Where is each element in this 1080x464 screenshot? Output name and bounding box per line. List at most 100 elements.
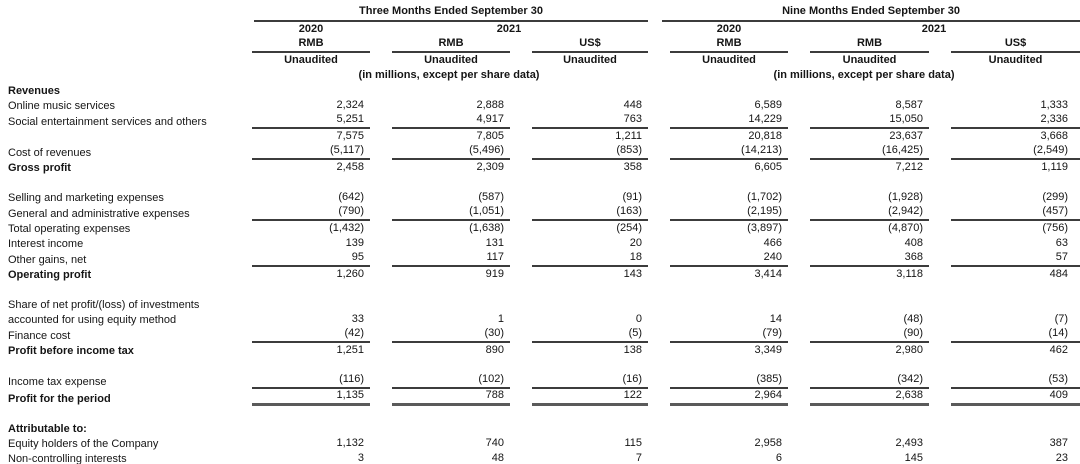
value-cell: 3: [250, 451, 370, 464]
cell-value: (254): [616, 222, 643, 234]
year-label-cell: 2021: [788, 22, 1080, 37]
value-cell: [250, 83, 370, 98]
currency-label-cell: RMB: [370, 37, 510, 53]
cell-value: 6,589: [754, 99, 783, 111]
cell-value: 448: [623, 99, 643, 111]
cell-value: (342): [810, 373, 930, 389]
value-cell: 2,958: [648, 436, 788, 451]
period-group-nine-months: Nine Months Ended September 30: [648, 5, 1080, 22]
table-row: Revenues: [0, 83, 1080, 98]
value-cell: (254): [510, 221, 648, 236]
value-cell: (642): [250, 190, 370, 205]
cell-value: (1,702): [747, 191, 783, 203]
cell-value: (5,496): [392, 144, 510, 160]
cell-value: 57: [951, 251, 1080, 267]
spacer-row: [0, 358, 1080, 373]
spacer-cell: [0, 282, 1080, 297]
cell-value: (14): [951, 327, 1080, 343]
row-label: Other gains, net: [8, 254, 87, 266]
table-row: Other gains, net 95 117 18 240 368 57: [0, 251, 1080, 267]
value-cell: 3,349: [648, 343, 788, 358]
cell-value: 117: [392, 251, 510, 267]
units-note-cell: (in millions, except per share data): [250, 68, 648, 83]
value-cell: (385): [648, 373, 789, 389]
value-cell: 15,050: [788, 113, 930, 129]
value-cell: [510, 83, 648, 98]
currency-label-cell: RMB: [648, 37, 789, 53]
cell-value: 919: [485, 268, 504, 280]
cell-value: 131: [485, 237, 504, 249]
year-label-cell: 2021: [370, 22, 648, 37]
year-row: 2020 2021 2020 2021: [0, 22, 1080, 37]
cell-value: 1,119: [1041, 161, 1069, 173]
cell-value: (1,432): [329, 222, 364, 234]
value-cell: 240: [648, 251, 789, 267]
value-cell: [929, 297, 1080, 312]
cell-value: 14,229: [670, 113, 789, 129]
cell-value: 1,135: [252, 389, 370, 406]
value-cell: 1,132: [250, 436, 370, 451]
value-cell: (5): [510, 327, 649, 343]
value-cell: [788, 297, 929, 312]
year-label: 2021: [496, 23, 522, 35]
cell-value: 145: [904, 452, 924, 464]
value-cell: 1,211: [510, 129, 648, 144]
value-cell: 5,251: [250, 113, 370, 129]
cell-value: 3: [357, 452, 364, 464]
value-cell: 57: [929, 251, 1080, 267]
cell-value: 2,964: [670, 389, 789, 406]
value-cell: 788: [370, 389, 510, 406]
value-cell: 740: [370, 436, 510, 451]
cell-value: 0: [635, 313, 643, 325]
currency-label: US$: [532, 37, 649, 53]
units-note-cell: (in millions, except per share data): [648, 68, 1080, 83]
cell-value: 23,637: [889, 130, 924, 142]
row-label: Gross profit: [8, 162, 71, 174]
table-header: Three Months Ended September 30 Nine Mon…: [0, 5, 1080, 83]
currency-label-cell: US$: [510, 37, 649, 53]
value-cell: (1,928): [788, 190, 929, 205]
table-row: Share of net profit/(loss) of investment…: [0, 297, 1080, 312]
value-cell: (2,195): [648, 205, 789, 221]
cell-value: 7: [635, 452, 643, 464]
value-cell: 33: [250, 312, 370, 327]
units-note-row: (in millions, except per share data) (in…: [0, 68, 1080, 83]
cell-value: 5,251: [252, 113, 370, 129]
value-cell: [648, 297, 788, 312]
table-row: Total operating expenses (1,432) (1,638) (2…: [0, 221, 1080, 236]
value-cell: 117: [370, 251, 510, 267]
value-cell: 1,333: [929, 98, 1080, 113]
period-group-title: Nine Months Ended September 30: [662, 5, 1080, 22]
cell-value: 20: [629, 237, 643, 249]
cell-value: (30): [392, 327, 510, 343]
cell-value: (48): [903, 313, 924, 325]
value-cell: (16): [510, 373, 649, 389]
cell-value: 15,050: [810, 113, 930, 129]
cell-value: (5,117): [252, 144, 370, 160]
value-cell: 14: [648, 312, 788, 327]
table-row: Equity holders of the Company 1,132 740 115…: [0, 436, 1080, 451]
audit-label-cell: Unaudited: [788, 53, 929, 68]
value-cell: (16,425): [788, 144, 930, 160]
period-group-title: Three Months Ended September 30: [254, 5, 649, 22]
value-cell: (90): [788, 327, 930, 343]
value-cell: 368: [788, 251, 930, 267]
value-cell: (30): [370, 327, 510, 343]
cell-value: 8,587: [895, 99, 924, 111]
value-cell: 23: [929, 451, 1080, 464]
spacer-row: [0, 406, 1080, 421]
cell-value: (91): [622, 191, 643, 203]
value-cell: 6,589: [648, 98, 788, 113]
value-cell: 2,888: [370, 98, 510, 113]
cell-value: 122: [532, 389, 649, 406]
cell-value: (1,638): [469, 222, 504, 234]
value-cell: [648, 83, 788, 98]
audit-label: Unaudited: [702, 54, 756, 66]
cell-value: 2,888: [476, 99, 504, 111]
cell-value: 358: [623, 161, 643, 173]
cell-value: 2,980: [895, 344, 924, 356]
value-cell: 1,135: [250, 389, 370, 406]
row-label: Interest income: [8, 238, 84, 250]
value-cell: 408: [788, 236, 929, 251]
value-cell: [648, 421, 788, 436]
